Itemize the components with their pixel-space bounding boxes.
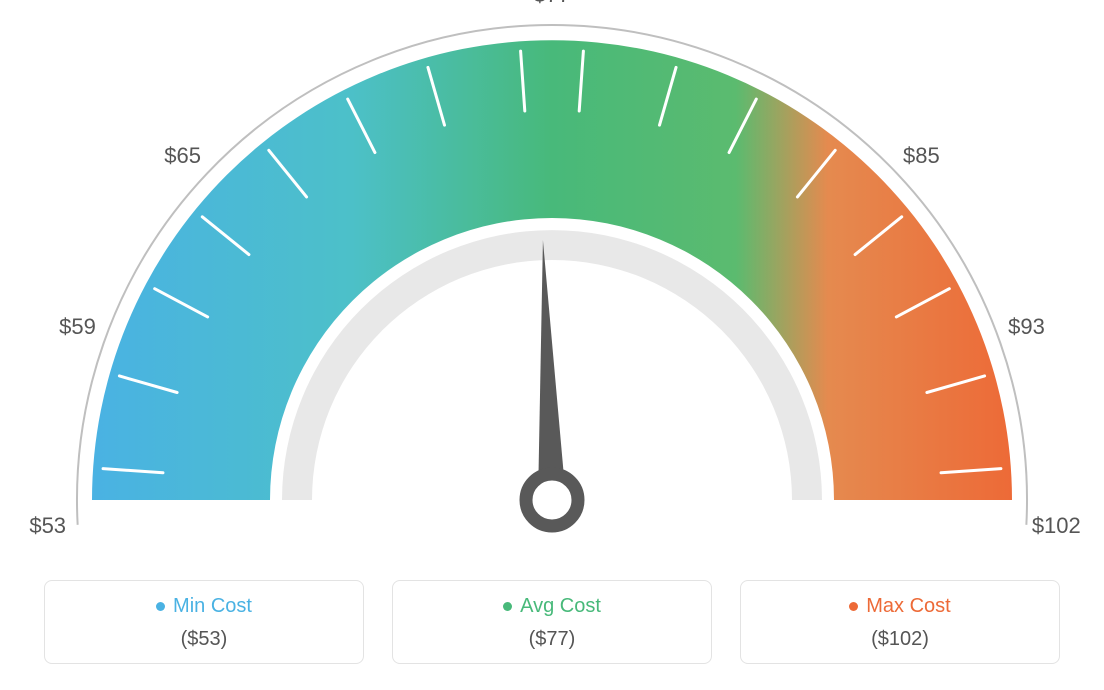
legend-title-max: Max Cost: [849, 595, 950, 618]
gauge-tick-label: $77: [534, 0, 571, 8]
dot-icon: [156, 602, 165, 611]
legend-card-avg: Avg Cost ($77): [392, 580, 712, 664]
gauge-tick-label: $85: [903, 143, 940, 169]
legend-value: ($102): [751, 628, 1049, 651]
gauge-svg: [0, 0, 1104, 560]
dot-icon: [503, 602, 512, 611]
gauge-tick-label: $93: [1008, 314, 1045, 340]
legend-label: Avg Cost: [520, 595, 601, 618]
legend-label: Max Cost: [866, 595, 950, 618]
gauge-tick-label: $53: [29, 513, 66, 539]
legend-title-avg: Avg Cost: [503, 595, 601, 618]
legend-card-max: Max Cost ($102): [740, 580, 1060, 664]
gauge-tick-label: $102: [1032, 513, 1081, 539]
legend-title-min: Min Cost: [156, 595, 252, 618]
gauge-tick-label: $59: [59, 314, 96, 340]
gauge-chart: $53 $59 $65 $77 $85 $93 $102: [0, 0, 1104, 560]
legend-value: ($77): [403, 628, 701, 651]
legend-value: ($53): [55, 628, 353, 651]
gauge-tick-label: $65: [164, 143, 201, 169]
dot-icon: [849, 602, 858, 611]
legend-row: Min Cost ($53) Avg Cost ($77) Max Cost (…: [0, 580, 1104, 664]
legend-card-min: Min Cost ($53): [44, 580, 364, 664]
legend-label: Min Cost: [173, 595, 252, 618]
